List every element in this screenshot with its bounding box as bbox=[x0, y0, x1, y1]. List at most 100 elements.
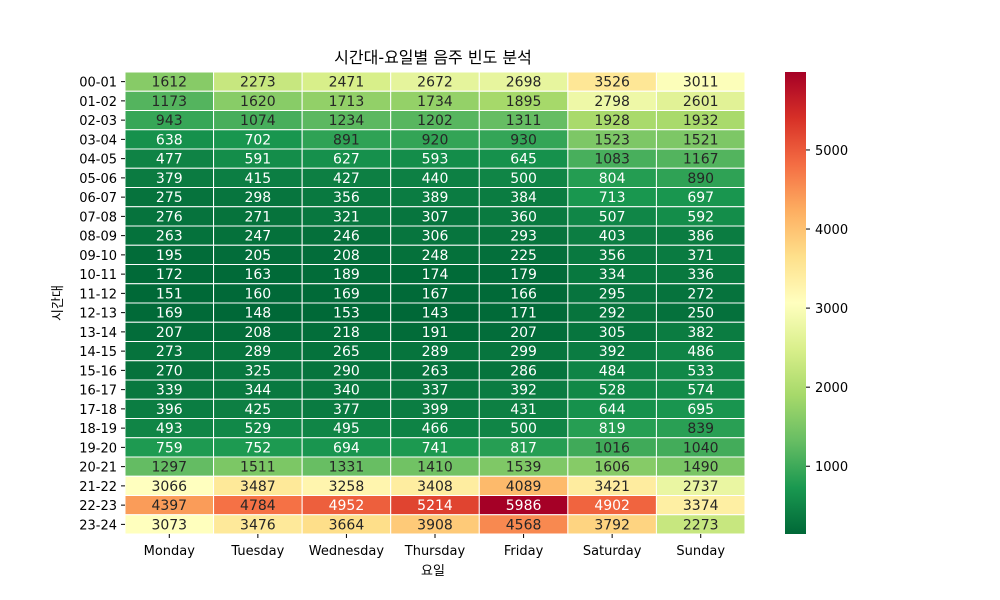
cell-value-label: 638 bbox=[156, 132, 183, 148]
y-tick-label: 13-14 bbox=[79, 326, 117, 341]
x-tick-label: Tuesday bbox=[230, 544, 284, 559]
x-tick-label: Saturday bbox=[583, 544, 642, 559]
cell-value-label: 340 bbox=[333, 383, 360, 399]
cell-value-label: 1511 bbox=[240, 460, 276, 476]
cell-value-label: 2601 bbox=[683, 94, 719, 110]
cell-value-label: 507 bbox=[599, 209, 626, 225]
cell-value-label: 2737 bbox=[683, 479, 719, 495]
cell-value-label: 1895 bbox=[506, 94, 542, 110]
cell-value-label: 166 bbox=[510, 286, 537, 302]
cell-value-label: 151 bbox=[156, 286, 183, 302]
cell-value-label: 533 bbox=[687, 363, 714, 379]
cell-value-label: 1311 bbox=[506, 113, 542, 129]
cell-value-label: 143 bbox=[422, 306, 449, 322]
cell-value-label: 289 bbox=[244, 344, 271, 360]
cell-value-label: 379 bbox=[156, 171, 183, 187]
cell-value-label: 174 bbox=[422, 267, 449, 283]
cell-value-label: 500 bbox=[510, 171, 537, 187]
cell-value-label: 169 bbox=[156, 306, 183, 322]
cell-value-label: 2698 bbox=[506, 75, 542, 91]
cell-value-label: 195 bbox=[156, 248, 183, 264]
cell-value-label: 248 bbox=[422, 248, 449, 264]
cell-value-label: 356 bbox=[333, 190, 360, 206]
cell-value-label: 1202 bbox=[417, 113, 453, 129]
cell-value-label: 386 bbox=[687, 229, 714, 245]
cell-value-label: 263 bbox=[156, 229, 183, 245]
cell-value-label: 920 bbox=[422, 132, 449, 148]
cell-value-label: 169 bbox=[333, 286, 360, 302]
cell-value-label: 265 bbox=[333, 344, 360, 360]
cell-value-label: 3011 bbox=[683, 75, 719, 91]
cell-value-label: 943 bbox=[156, 113, 183, 129]
cell-value-label: 1713 bbox=[329, 94, 365, 110]
cell-value-label: 466 bbox=[422, 421, 449, 437]
cell-value-label: 205 bbox=[244, 248, 271, 264]
cell-value-label: 592 bbox=[687, 209, 714, 225]
cell-value-label: 207 bbox=[510, 325, 537, 341]
cell-value-label: 250 bbox=[687, 306, 714, 322]
cell-value-label: 225 bbox=[510, 248, 537, 264]
cell-value-label: 1539 bbox=[506, 460, 542, 476]
cell-value-label: 1167 bbox=[683, 152, 719, 168]
cell-value-label: 384 bbox=[510, 190, 537, 206]
cell-value-label: 2471 bbox=[329, 75, 365, 91]
cell-value-label: 3073 bbox=[151, 517, 187, 533]
y-tick-label: 16-17 bbox=[79, 384, 117, 399]
chart-title: 시간대-요일별 음주 빈도 분석 bbox=[334, 48, 532, 67]
y-tick-label: 15-16 bbox=[79, 364, 117, 379]
cell-value-label: 1297 bbox=[151, 460, 187, 476]
cell-value-label: 493 bbox=[156, 421, 183, 437]
cell-value-label: 189 bbox=[333, 267, 360, 283]
cell-value-label: 207 bbox=[156, 325, 183, 341]
cell-value-label: 171 bbox=[510, 306, 537, 322]
cell-value-label: 891 bbox=[333, 132, 360, 148]
cell-value-label: 382 bbox=[687, 325, 714, 341]
y-axis-label: 시간대 bbox=[51, 285, 66, 321]
colorbar-tick-label: 2000 bbox=[815, 381, 848, 396]
x-tick-label: Thursday bbox=[404, 544, 466, 559]
y-tick-label: 03-04 bbox=[79, 133, 117, 148]
cell-value-label: 4902 bbox=[594, 498, 630, 514]
cell-value-label: 713 bbox=[599, 190, 626, 206]
y-tick-label: 06-07 bbox=[79, 191, 117, 206]
x-tick-label: Monday bbox=[144, 544, 196, 559]
cell-value-label: 819 bbox=[599, 421, 626, 437]
cell-value-label: 339 bbox=[156, 383, 183, 399]
cell-value-label: 4397 bbox=[151, 498, 187, 514]
cell-value-label: 694 bbox=[333, 440, 360, 456]
cell-value-label: 3908 bbox=[417, 517, 453, 533]
cell-value-label: 292 bbox=[599, 306, 626, 322]
cell-value-label: 392 bbox=[599, 344, 626, 360]
y-tick-label: 04-05 bbox=[79, 153, 117, 168]
cell-value-label: 644 bbox=[599, 402, 626, 418]
cell-value-label: 1016 bbox=[594, 440, 630, 456]
cell-value-label: 290 bbox=[333, 363, 360, 379]
y-tick-label: 22-23 bbox=[79, 499, 117, 514]
cell-value-label: 286 bbox=[510, 363, 537, 379]
cell-value-label: 3526 bbox=[594, 75, 630, 91]
y-tick-label: 10-11 bbox=[79, 268, 117, 283]
y-tick-label: 21-22 bbox=[79, 480, 117, 495]
cell-value-label: 191 bbox=[422, 325, 449, 341]
cell-value-label: 930 bbox=[510, 132, 537, 148]
cell-value-label: 477 bbox=[156, 152, 183, 168]
cell-value-label: 263 bbox=[422, 363, 449, 379]
cell-value-label: 427 bbox=[333, 171, 360, 187]
cell-value-label: 172 bbox=[156, 267, 183, 283]
cell-value-label: 486 bbox=[687, 344, 714, 360]
cell-value-label: 1612 bbox=[151, 75, 187, 91]
cell-value-label: 741 bbox=[422, 440, 449, 456]
cell-value-label: 3487 bbox=[240, 479, 276, 495]
cell-value-label: 321 bbox=[333, 209, 360, 225]
cell-value-label: 389 bbox=[422, 190, 449, 206]
cell-value-label: 295 bbox=[599, 286, 626, 302]
cell-value-label: 247 bbox=[244, 229, 271, 245]
cell-value-label: 403 bbox=[599, 229, 626, 245]
cell-value-label: 1932 bbox=[683, 113, 719, 129]
cell-value-label: 337 bbox=[422, 383, 449, 399]
cell-value-label: 3421 bbox=[594, 479, 630, 495]
cell-value-label: 399 bbox=[422, 402, 449, 418]
x-tick-labels: Monday Tuesday Wednesday Thursday Friday Satu… bbox=[144, 534, 725, 559]
cell-value-label: 627 bbox=[333, 152, 360, 168]
